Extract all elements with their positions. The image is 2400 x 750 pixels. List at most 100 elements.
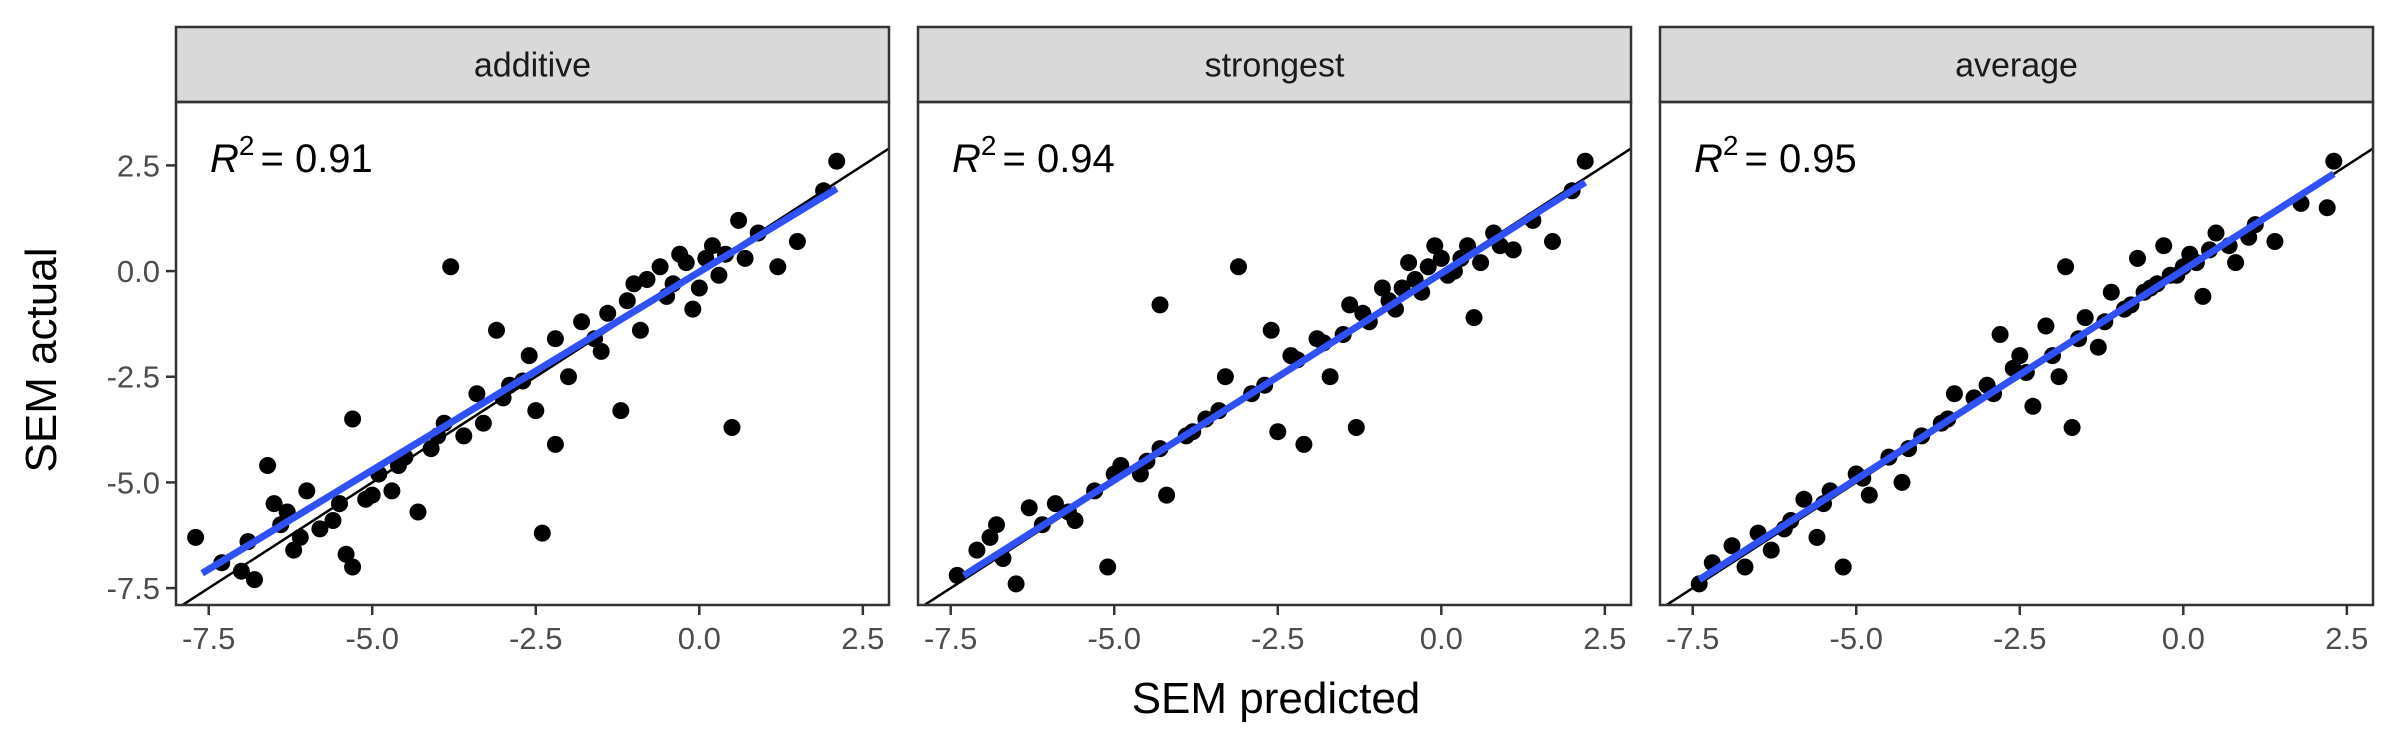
- data-point: [1795, 490, 1813, 508]
- data-point: [1347, 419, 1365, 436]
- fit-line: [1697, 170, 2336, 583]
- data-point: [2057, 258, 2075, 276]
- data-point: [1099, 558, 1117, 576]
- data-point: [2076, 309, 2094, 327]
- data-point: [2227, 254, 2245, 272]
- data-point: [1723, 537, 1741, 555]
- data-point: [1373, 279, 1391, 297]
- data-point: [2155, 237, 2173, 255]
- data-point: [1419, 258, 1437, 276]
- x-tick-label: -5.0: [1830, 621, 1883, 656]
- data-point: [232, 562, 250, 580]
- data-point: [474, 414, 492, 432]
- data-point: [285, 541, 303, 559]
- r-squared-symbol: R: [1694, 137, 1723, 181]
- data-point: [520, 347, 538, 365]
- data-point: [2050, 368, 2068, 386]
- data-point: [455, 427, 473, 445]
- data-point: [1426, 237, 1444, 255]
- x-tick-label: -2.5: [1993, 621, 2046, 656]
- data-point: [1860, 486, 1878, 504]
- data-point: [651, 258, 669, 276]
- data-point: [1230, 258, 1247, 276]
- data-point: [422, 440, 440, 458]
- r-squared-label: R2 = 0.91: [210, 130, 373, 181]
- panel-border: [916, 100, 1633, 607]
- r-squared-value: = 0.95: [1744, 137, 1856, 181]
- x-tick-label: 0.0: [1420, 621, 1463, 656]
- data-point: [2063, 419, 2081, 436]
- data-point: [1808, 528, 1826, 546]
- data-point: [409, 503, 427, 521]
- data-point: [265, 495, 283, 513]
- fit-line: [961, 179, 1588, 579]
- x-tick-label: -5.0: [346, 621, 399, 656]
- y-tick-label: -7.5: [107, 571, 160, 606]
- data-point: [730, 211, 748, 229]
- panel-border: [1658, 100, 2375, 607]
- r-squared-value: = 0.94: [1002, 137, 1114, 181]
- data-point: [1400, 254, 1418, 272]
- x-axis-title: SEM predicted: [1132, 674, 1421, 723]
- data-point: [442, 258, 460, 276]
- strip-label: strongest: [1205, 47, 1345, 85]
- x-tick-label: 0.0: [2162, 621, 2205, 656]
- data-point: [2194, 287, 2212, 305]
- x-tick-label: 0.0: [678, 621, 721, 656]
- data-point: [259, 457, 277, 474]
- r-squared-exponent: 2: [239, 130, 255, 161]
- r-squared-value: = 0.91: [260, 137, 372, 181]
- data-point: [612, 402, 630, 420]
- data-point: [618, 292, 636, 310]
- data-point: [2037, 317, 2055, 335]
- data-point: [1834, 558, 1852, 576]
- data-point: [2266, 233, 2284, 250]
- data-point: [560, 368, 577, 386]
- data-point: [2089, 338, 2107, 356]
- data-point: [298, 482, 316, 500]
- data-point: [363, 486, 381, 504]
- data-point: [638, 271, 656, 288]
- r-squared-exponent: 2: [981, 130, 997, 161]
- data-point: [2207, 224, 2225, 242]
- data-point: [573, 313, 591, 331]
- x-tick-label: 2.5: [1583, 621, 1626, 656]
- data-point: [1762, 541, 1780, 559]
- y-tick-label: -2.5: [107, 360, 160, 395]
- data-point: [1504, 241, 1522, 259]
- data-point: [1945, 385, 1963, 403]
- data-point: [2318, 199, 2336, 217]
- plot-area: [1664, 147, 2373, 605]
- x-tick-label: 2.5: [2325, 621, 2368, 656]
- strip-background: [174, 25, 891, 104]
- data-point: [344, 410, 362, 428]
- y-tick-label: 0.0: [117, 254, 160, 289]
- data-point: [631, 321, 649, 339]
- fit-line: [200, 185, 839, 577]
- data-point: [599, 304, 617, 322]
- data-point: [1262, 321, 1280, 339]
- data-point: [981, 528, 999, 546]
- data-point: [1893, 473, 1911, 491]
- data-point: [788, 233, 806, 250]
- plot-area: [922, 147, 1631, 605]
- data-point: [1991, 326, 2009, 343]
- data-point: [311, 520, 329, 538]
- data-point: [546, 330, 564, 348]
- data-point: [1321, 368, 1339, 386]
- x-tick-label: -7.5: [924, 621, 977, 656]
- panel-border: [174, 100, 891, 607]
- data-point: [488, 321, 505, 339]
- data-point: [324, 512, 342, 529]
- data-point: [988, 516, 1005, 534]
- data-point: [1341, 296, 1359, 314]
- data-point: [344, 558, 362, 576]
- data-point: [468, 385, 486, 403]
- y-tick-label: -5.0: [107, 465, 160, 500]
- data-point: [1295, 435, 1313, 453]
- data-point: [968, 541, 986, 559]
- x-tick-label: -2.5: [509, 621, 562, 656]
